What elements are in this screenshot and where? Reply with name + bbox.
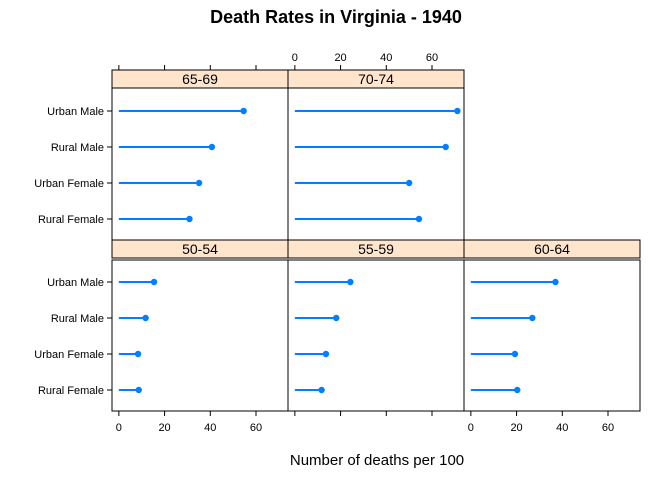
panel-border-60-64 [463,259,641,412]
strip-label-50-54: 50-54 [182,241,218,257]
point-55-59-rural-female [318,386,325,394]
point-65-69-rural-male [208,143,216,151]
plot-area: 65-69 70-74 50-54 55-59 60-64 Urban Male Rural… [34,52,641,434]
category-label-bottom-urban-male: Urban Male [47,277,104,289]
point-60-64-rural-male [529,314,536,322]
x-tick-label-bottom-col2-3: 60 [602,422,614,434]
point-50-54-rural-male [142,314,149,322]
point-70-74-rural-male [442,143,449,151]
strip-label-55-59: 55-59 [358,241,394,257]
x-tick-label-bottom-col2-2: 40 [556,422,568,434]
panel-65-69: 65-69 [111,69,289,241]
point-70-74-rural-female [415,215,423,223]
strip-60-64 [463,239,641,259]
category-label-bottom-rural-male: Rural Male [51,313,104,325]
point-50-54-rural-female [135,386,142,394]
x-tick-label-bottom-col2-1: 20 [510,422,522,434]
point-55-59-rural-male [333,314,340,322]
x-axis-label: Number of deaths per 100 [290,452,464,469]
x-tick-label-bottom-col0-3: 60 [250,422,262,434]
strip-label-60-64: 60-64 [534,241,570,257]
point-50-54-urban-female [134,350,142,358]
panel-55-59: 55-59 [287,239,465,412]
strip-label-65-69: 65-69 [182,71,218,87]
point-50-54-urban-male [150,278,158,286]
x-tick-label-top-col1-0: 0 [292,52,298,64]
panel-60-64: 60-64 [463,239,641,412]
x-tick-label-bottom-col0-0: 0 [116,422,122,434]
point-65-69-rural-female [186,215,193,223]
category-label-top-rural-male: Rural Male [51,142,104,154]
x-tick-label-top-col1-2: 40 [380,52,392,64]
panel-50-54: 50-54 [111,239,289,412]
category-label-top-urban-male: Urban Male [47,106,104,118]
point-70-74-urban-female [405,179,413,187]
point-60-64-rural-female [514,386,521,394]
strip-label-70-74: 70-74 [358,71,394,87]
point-55-59-urban-female [322,350,330,358]
chart-title: Death Rates in Virginia - 1940 [210,7,462,27]
point-60-64-urban-female [511,350,519,358]
x-tick-label-top-col1-3: 60 [426,52,438,64]
category-label-bottom-urban-female: Urban Female [34,349,104,361]
category-label-top-rural-female: Rural Female [38,214,104,226]
point-65-69-urban-male [240,107,247,115]
panel-70-74: 70-74 [287,69,465,241]
x-tick-label-bottom-col2-0: 0 [468,422,474,434]
x-tick-label-bottom-col0-1: 20 [158,422,170,434]
category-label-top-urban-female: Urban Female [34,178,104,190]
point-60-64-urban-male [552,278,559,286]
category-label-bottom-rural-female: Rural Female [38,385,104,397]
point-70-74-urban-male [454,107,461,115]
point-65-69-urban-female [195,179,203,187]
point-55-59-urban-male [347,278,354,286]
x-tick-label-bottom-col0-2: 40 [204,422,216,434]
x-tick-label-top-col1-1: 20 [334,52,346,64]
